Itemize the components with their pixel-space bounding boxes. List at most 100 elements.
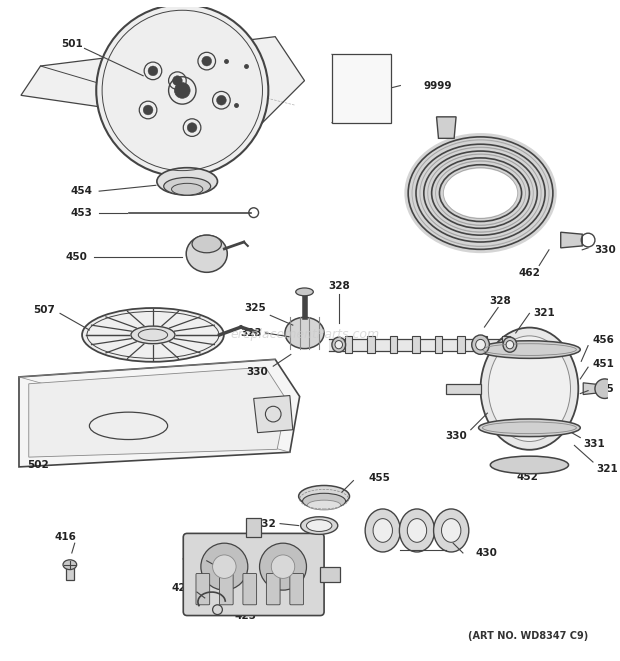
Polygon shape	[436, 117, 456, 138]
Text: 501: 501	[61, 40, 82, 50]
Polygon shape	[479, 336, 487, 354]
Ellipse shape	[303, 493, 345, 509]
Ellipse shape	[299, 485, 350, 507]
Ellipse shape	[296, 288, 313, 295]
Polygon shape	[320, 566, 340, 582]
Polygon shape	[435, 336, 443, 354]
Text: 430: 430	[476, 548, 497, 558]
Text: 330: 330	[247, 367, 268, 377]
Text: 455: 455	[368, 473, 390, 483]
Ellipse shape	[365, 509, 401, 552]
Circle shape	[172, 76, 182, 85]
Polygon shape	[332, 54, 391, 123]
Text: (ART NO. WD8347 C9): (ART NO. WD8347 C9)	[468, 631, 588, 641]
FancyBboxPatch shape	[219, 574, 233, 605]
Text: ereplacementParts.com: ereplacementParts.com	[230, 329, 379, 341]
Ellipse shape	[490, 456, 569, 474]
Ellipse shape	[301, 517, 338, 534]
Circle shape	[148, 66, 158, 76]
Polygon shape	[345, 336, 352, 354]
Ellipse shape	[441, 519, 461, 542]
Ellipse shape	[63, 560, 77, 570]
Polygon shape	[583, 383, 601, 395]
Text: 330: 330	[445, 430, 467, 441]
Ellipse shape	[82, 308, 224, 362]
Text: 328: 328	[489, 295, 511, 305]
Ellipse shape	[131, 326, 175, 344]
Text: 452: 452	[516, 472, 538, 482]
FancyBboxPatch shape	[267, 574, 280, 605]
Polygon shape	[66, 564, 74, 580]
Ellipse shape	[164, 177, 211, 195]
Ellipse shape	[480, 328, 578, 449]
Polygon shape	[502, 336, 510, 354]
Polygon shape	[412, 336, 420, 354]
Circle shape	[174, 83, 190, 98]
Polygon shape	[367, 336, 375, 354]
Text: 453: 453	[71, 208, 92, 217]
Polygon shape	[29, 367, 287, 457]
Text: 416: 416	[54, 532, 76, 542]
Ellipse shape	[503, 337, 516, 352]
Ellipse shape	[373, 519, 392, 542]
Polygon shape	[19, 360, 299, 467]
Polygon shape	[389, 336, 397, 354]
Ellipse shape	[399, 509, 435, 552]
FancyBboxPatch shape	[196, 574, 210, 605]
Text: 325: 325	[245, 303, 267, 313]
Ellipse shape	[172, 183, 203, 195]
Polygon shape	[457, 336, 465, 354]
Text: 321: 321	[596, 464, 618, 474]
Circle shape	[201, 543, 248, 590]
Text: 456: 456	[592, 334, 614, 345]
Circle shape	[272, 555, 294, 578]
Ellipse shape	[472, 335, 489, 354]
Ellipse shape	[335, 340, 342, 349]
Circle shape	[213, 555, 236, 578]
Ellipse shape	[332, 337, 345, 352]
Ellipse shape	[306, 520, 332, 531]
Polygon shape	[560, 232, 582, 248]
Text: 462: 462	[518, 268, 541, 278]
FancyBboxPatch shape	[243, 574, 257, 605]
Circle shape	[143, 105, 153, 115]
FancyBboxPatch shape	[184, 533, 324, 615]
Ellipse shape	[192, 235, 221, 253]
Circle shape	[216, 95, 226, 105]
Circle shape	[96, 5, 268, 176]
Text: 425: 425	[235, 611, 257, 621]
Text: 451: 451	[592, 359, 614, 369]
Text: 450: 450	[66, 252, 87, 262]
Ellipse shape	[489, 336, 570, 442]
Text: 328: 328	[328, 281, 350, 291]
Text: 321: 321	[533, 309, 555, 319]
Text: 9999: 9999	[424, 81, 453, 91]
Polygon shape	[329, 339, 539, 350]
Text: 454: 454	[71, 186, 92, 196]
Circle shape	[202, 56, 211, 66]
Text: 505: 505	[592, 383, 614, 394]
Ellipse shape	[407, 519, 427, 542]
Circle shape	[260, 543, 306, 590]
Text: 330: 330	[594, 245, 616, 255]
Text: 331: 331	[583, 440, 605, 449]
Ellipse shape	[476, 339, 485, 350]
Ellipse shape	[506, 340, 513, 349]
FancyBboxPatch shape	[290, 574, 304, 605]
Ellipse shape	[433, 509, 469, 552]
Text: 310: 310	[181, 552, 203, 562]
Ellipse shape	[157, 168, 218, 195]
Text: 507: 507	[33, 305, 55, 315]
Ellipse shape	[308, 500, 341, 510]
Polygon shape	[21, 36, 304, 130]
Polygon shape	[246, 518, 262, 537]
Text: 502: 502	[28, 460, 50, 470]
Circle shape	[187, 123, 197, 132]
Ellipse shape	[186, 235, 228, 272]
Ellipse shape	[479, 341, 580, 358]
Ellipse shape	[285, 317, 324, 348]
Text: 420: 420	[171, 583, 193, 593]
Circle shape	[595, 379, 614, 399]
Text: 332: 332	[255, 519, 277, 529]
Polygon shape	[254, 395, 293, 433]
